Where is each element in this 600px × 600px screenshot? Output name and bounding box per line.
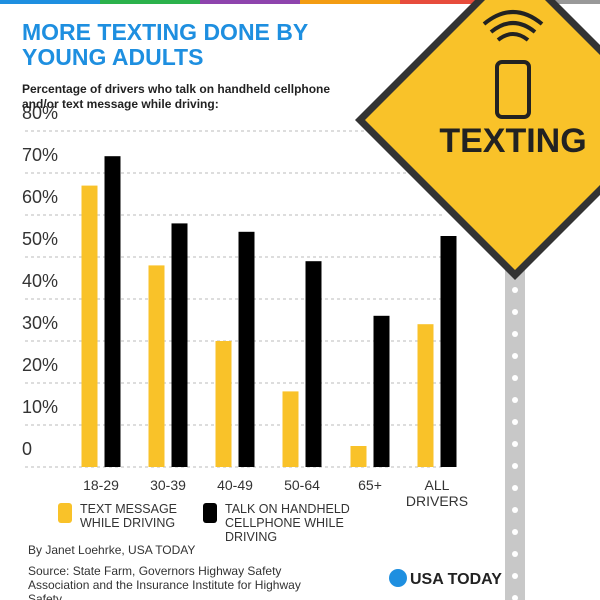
byline: By Janet Loehrke, USA TODAY [28,543,196,557]
pole-dot [512,529,518,535]
y-tick-label: 20% [22,355,58,375]
y-tick-label: 0 [22,439,32,459]
pole-dot [512,463,518,469]
y-tick-label: 10% [22,397,58,417]
bar [104,156,121,467]
bar [171,223,188,467]
pole-dot [512,441,518,447]
pole-dot [512,573,518,579]
stripe [400,0,500,4]
y-tick-label: 80% [22,103,58,123]
pole-dot [512,331,518,337]
pole-dot [512,353,518,359]
stripe [200,0,300,4]
pole-dot [512,485,518,491]
signal-icon [482,10,544,42]
stripe [100,0,200,4]
bar [148,265,165,467]
chart-title: MORE TEXTING DONE BY YOUNG ADULTS [22,19,308,70]
bar [417,324,434,467]
x-tick-label: 65+ [358,477,382,493]
sign-pole [505,260,525,600]
bar [373,315,390,467]
x-tick-label: ALL DRIVERS [405,477,469,509]
pole-dot [512,309,518,315]
source: Source: State Farm, Governors Highway Sa… [28,564,301,600]
logo: USA TODAY [410,571,502,588]
legend-label: TEXT MESSAGE WHILE DRIVING [80,502,178,530]
legend-label: TALK ON HANDHELD CELLPHONE WHILE DRIVING [225,502,350,544]
bar [282,391,299,467]
pole-dot [512,507,518,513]
x-tick-label: 30-39 [150,477,186,493]
bar [305,261,322,467]
pole-dot [512,551,518,557]
pole-dot [512,287,518,293]
stripe [0,0,100,4]
bar [350,446,367,467]
y-tick-label: 60% [22,187,58,207]
bar [238,231,255,467]
sign-label: TEXTING [439,122,586,160]
phone-icon [495,60,531,119]
pole-dot [512,375,518,381]
pole-dot [512,419,518,425]
bar [81,185,98,467]
x-tick-label: 40-49 [217,477,253,493]
bar [440,236,457,467]
pole-dot [512,595,518,600]
y-tick-label: 40% [22,271,58,291]
subtitle: Percentage of drivers who talk on handhe… [22,82,331,111]
pole-dot [512,397,518,403]
x-tick-label: 18-29 [83,477,119,493]
bar [215,341,232,467]
y-tick-label: 30% [22,313,58,333]
y-tick-label: 50% [22,229,58,249]
sign [365,0,600,270]
logo-dot [389,569,407,587]
stripe [300,0,400,4]
legend-swatch [203,503,217,523]
y-tick-label: 70% [22,145,58,165]
legend-swatch [58,503,72,523]
x-tick-label: 50-64 [284,477,320,493]
